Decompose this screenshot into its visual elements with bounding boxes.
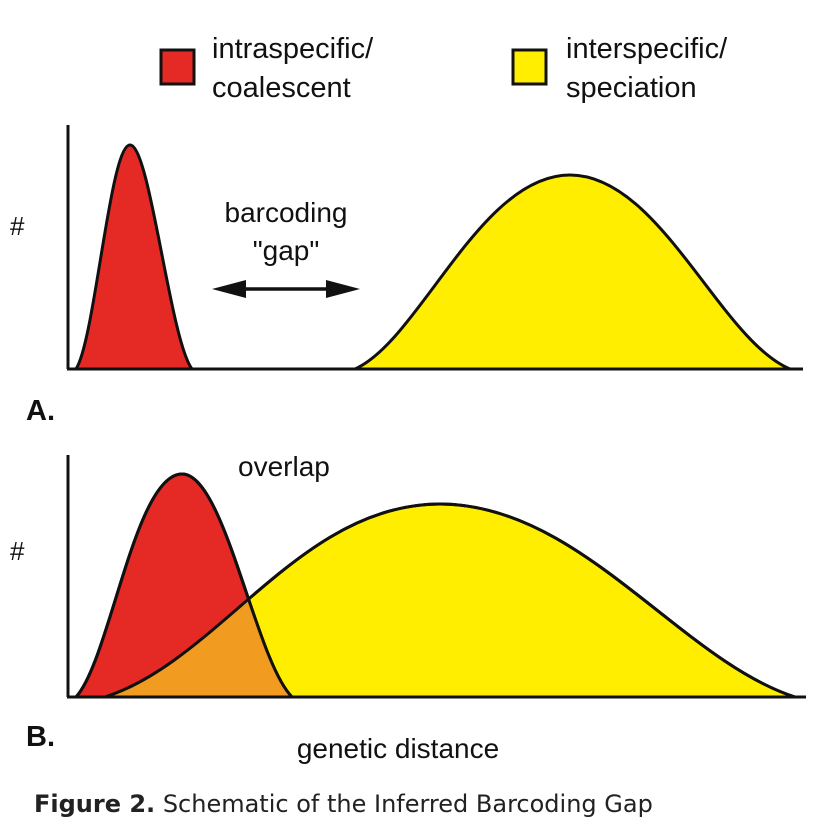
figure-caption-text: Schematic of the Inferred Barcoding Gap <box>162 790 653 818</box>
panel-b-intraspecific-outline <box>74 472 294 699</box>
legend: intraspecific/ coalescent interspecific/… <box>159 33 728 104</box>
panel-a-y-axis-label: # <box>10 211 25 241</box>
overlap-label: overlap <box>238 451 330 482</box>
legend-swatch-intraspecific <box>159 48 196 86</box>
barcoding-gap-label-line1: barcoding <box>225 197 348 228</box>
legend-label-intraspecific-line1: intraspecific/ <box>212 33 374 65</box>
legend-swatch-interspecific <box>511 48 548 86</box>
panel-a-interspecific-curve <box>353 173 792 371</box>
barcoding-gap-label-line2: "gap" <box>253 235 320 266</box>
figure-caption-label: Figure 2. <box>34 790 156 818</box>
panel-b-interspecific-outline <box>104 502 796 699</box>
double-arrow-icon <box>212 280 360 298</box>
legend-label-interspecific-line2: speciation <box>566 72 697 104</box>
panel-a-label: A. <box>26 395 55 427</box>
panel-a-intraspecific-curve <box>74 143 194 371</box>
panel-a: # barcoding "gap" A. <box>10 125 803 427</box>
panel-b: # overlap B. <box>10 451 806 753</box>
x-axis-label: genetic distance <box>297 733 499 764</box>
legend-label-intraspecific-line2: coalescent <box>212 72 351 104</box>
legend-label-interspecific-line1: interspecific/ <box>566 33 728 65</box>
figure-caption: Figure 2. Schematic of the Inferred Barc… <box>34 790 653 818</box>
panel-b-label: B. <box>26 721 55 753</box>
panel-b-y-axis-label: # <box>10 536 25 566</box>
